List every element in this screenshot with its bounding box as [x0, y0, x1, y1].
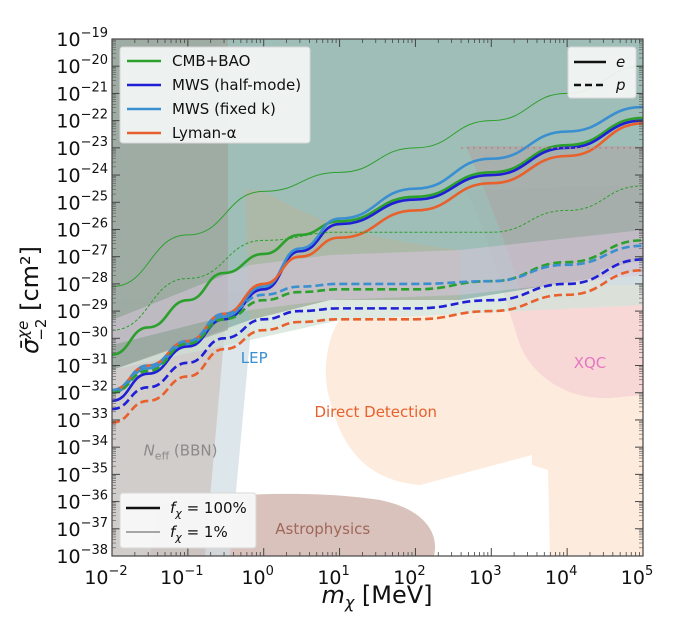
- y-axis-title-sub: −2: [32, 319, 50, 341]
- x-tick-label-7: 105: [621, 564, 653, 589]
- y-axis-title-symbol: σ̄: [16, 338, 44, 354]
- series-line-9: [112, 185, 643, 331]
- y-tick-label-9: 10−28: [56, 271, 108, 296]
- legend-target-e: e: [616, 53, 625, 71]
- y-tick-label-5: 10−24: [56, 162, 108, 187]
- y-tick-label-0: 10−19: [56, 26, 108, 51]
- y-axis-title-unit: [cm²]: [16, 246, 44, 319]
- y-tick-label-16: 10−35: [56, 461, 108, 486]
- legend-fraction-100: fχ = 100%: [170, 499, 247, 520]
- y-tick-label-1: 10−20: [56, 53, 108, 78]
- x-tick-label-3: 101: [317, 564, 349, 589]
- y-tick-label-14: 10−33: [56, 407, 108, 432]
- y-tick-label-11: 10−30: [56, 325, 108, 350]
- y-tick-label-18: 10−37: [56, 516, 108, 541]
- y-tick-label-19: 10−38: [56, 543, 108, 568]
- x-tick-label-1: 10−1: [160, 564, 203, 589]
- region-band: [112, 270, 643, 370]
- region-label-0: LEP: [241, 349, 268, 367]
- plot-frame: [111, 38, 644, 557]
- x-axis-title-sub: χ: [344, 593, 355, 612]
- legend-probe-label-2: MWS (fixed k): [172, 100, 276, 118]
- region-labels: LEP Direct Detection XQC Neff (BBN) Astrophy…: [144, 349, 607, 538]
- y-tick-label-15: 10−34: [56, 434, 108, 459]
- region-purple-band: [112, 230, 643, 345]
- series-line-1: [112, 119, 643, 403]
- region-lep: [112, 290, 250, 556]
- y-axis-title-sup: χe: [14, 321, 32, 340]
- x-axis-title-unit: [MeV]: [354, 581, 432, 609]
- x-tick-label-2: 100: [241, 564, 273, 589]
- x-tick-label-5: 103: [469, 564, 501, 589]
- ticks-layer: [111, 38, 644, 557]
- x-tick-label-6: 104: [545, 564, 577, 589]
- x-tick-label-0: 10−2: [84, 564, 127, 589]
- legend-fraction: fχ = 100% fχ = 1%: [119, 492, 257, 549]
- y-tick-label-6: 10−25: [56, 189, 108, 214]
- y-tick-label-13: 10−32: [56, 380, 108, 405]
- legend-target: e p: [567, 46, 637, 99]
- svg-text:σ̄χe−2 [cm²]: σ̄χe−2 [cm²]: [14, 246, 50, 354]
- y-tick-label-4: 10−23: [56, 135, 108, 160]
- y-tick-label-10: 10−29: [56, 298, 108, 323]
- y-axis-title: σ̄χe−2 [cm²]: [14, 246, 50, 354]
- legend-target-p: p: [615, 76, 626, 94]
- region-label-2: XQC: [574, 354, 607, 372]
- y-tick-label-2: 10−21: [56, 80, 108, 105]
- x-axis-title: mχ [MeV]: [321, 581, 432, 612]
- x-tick-label-4: 102: [393, 564, 425, 589]
- series-layer: [112, 65, 643, 424]
- x-axis-title-symbol: m: [321, 581, 344, 609]
- y-tick-label-8: 10−27: [56, 244, 108, 269]
- series-line-5: [112, 258, 643, 411]
- series-line-7: [112, 268, 643, 424]
- series-line-0: [112, 116, 643, 356]
- region-label-4: Astrophysics: [275, 520, 370, 538]
- series-line-8: [112, 65, 643, 288]
- series-line-4: [112, 239, 643, 395]
- legend-probe-label-1: MWS (half-mode): [172, 76, 301, 94]
- x-tick-labels: 10−2 10−1 100 101 102 103 104 105: [84, 564, 653, 589]
- region-label-3: Neff (BBN): [144, 441, 218, 462]
- y-tick-label-17: 10−36: [56, 489, 108, 514]
- y-tick-label-3: 10−22: [56, 108, 108, 133]
- legend-probes: CMB+BAO MWS (half-mode) MWS (fixed k) Lyman…: [119, 46, 311, 144]
- y-tick-label-12: 10−31: [56, 353, 108, 378]
- series-line-6: [112, 244, 643, 392]
- legend-fraction-1: fχ = 1%: [170, 523, 228, 544]
- legend-probe-label-0: CMB+BAO: [172, 52, 250, 70]
- legend-probe-label-3: Lyman-α: [172, 124, 237, 142]
- y-tick-label-7: 10−26: [56, 216, 108, 241]
- region-label-1: Direct Detection: [314, 403, 437, 421]
